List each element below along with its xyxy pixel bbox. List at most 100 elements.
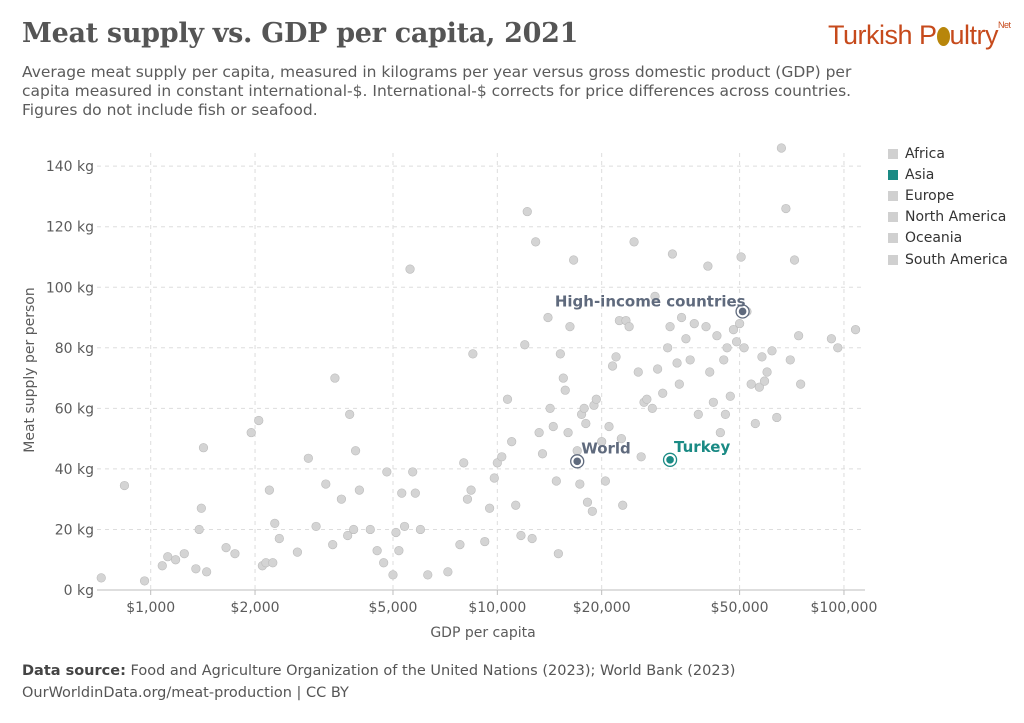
data-point[interactable] (558, 373, 568, 383)
data-point[interactable] (701, 322, 711, 332)
data-point[interactable] (572, 446, 582, 456)
data-point[interactable] (750, 418, 760, 429)
data-point[interactable] (459, 458, 469, 468)
data-point[interactable] (270, 518, 280, 528)
data-point[interactable] (618, 500, 628, 510)
data-point[interactable] (382, 467, 392, 477)
data-point[interactable] (462, 494, 473, 504)
data-point[interactable] (575, 479, 585, 489)
data-point[interactable] (720, 409, 731, 420)
data-point[interactable] (715, 427, 725, 438)
data-point[interactable] (527, 533, 537, 544)
data-point[interactable] (647, 403, 657, 413)
data-point[interactable] (772, 412, 782, 423)
data-point[interactable] (708, 397, 718, 407)
data-point[interactable] (443, 567, 453, 577)
data-point[interactable] (196, 503, 206, 513)
data-point[interactable] (96, 573, 106, 583)
data-point[interactable] (230, 549, 240, 559)
data-point[interactable] (653, 364, 663, 374)
data-point[interactable] (759, 376, 770, 386)
data-point[interactable] (705, 367, 715, 377)
data-point[interactable] (579, 403, 589, 413)
data-point[interactable] (264, 485, 274, 495)
data-point[interactable] (833, 343, 843, 353)
data-point[interactable] (350, 446, 361, 456)
data-point[interactable] (139, 576, 150, 586)
data-point[interactable] (703, 261, 713, 271)
data-point[interactable] (423, 570, 433, 580)
data-point[interactable] (826, 334, 837, 344)
data-point[interactable] (179, 549, 189, 559)
data-point[interactable] (600, 476, 610, 486)
data-point[interactable] (221, 543, 231, 553)
data-point[interactable] (397, 488, 407, 498)
data-point[interactable] (611, 352, 621, 362)
data-point[interactable] (545, 403, 555, 413)
data-point[interactable] (489, 473, 499, 483)
data-point[interactable] (311, 521, 321, 532)
data-point[interactable] (551, 476, 561, 486)
data-point[interactable] (408, 467, 418, 477)
data-point[interactable] (767, 346, 777, 356)
data-point[interactable] (636, 452, 646, 462)
data-point[interactable] (485, 503, 495, 513)
data-point[interactable] (604, 421, 614, 432)
data-point[interactable] (581, 418, 591, 429)
data-point[interactable] (365, 524, 375, 535)
data-point[interactable] (543, 312, 553, 323)
data-point[interactable] (642, 394, 652, 404)
data-point[interactable] (349, 524, 359, 535)
data-point[interactable] (292, 547, 303, 557)
data-point[interactable] (560, 385, 570, 395)
data-point[interactable] (555, 349, 565, 359)
legend-item[interactable]: Oceania (888, 228, 1008, 249)
data-point[interactable] (119, 480, 130, 491)
data-point[interactable] (728, 325, 739, 335)
data-point[interactable] (629, 237, 639, 247)
data-point[interactable] (663, 343, 673, 353)
data-point[interactable] (303, 453, 313, 463)
data-point[interactable] (754, 382, 764, 392)
data-point[interactable] (633, 367, 643, 377)
data-point[interactable] (497, 452, 507, 462)
data-point[interactable] (582, 497, 593, 507)
data-point[interactable] (565, 322, 575, 332)
legend-item[interactable]: South America (888, 249, 1008, 270)
data-point[interactable] (379, 558, 389, 568)
data-point[interactable] (198, 443, 209, 453)
data-point[interactable] (466, 485, 476, 495)
data-point[interactable] (735, 318, 745, 329)
data-point[interactable] (681, 334, 691, 344)
data-point[interactable] (537, 449, 548, 459)
legend-item[interactable]: North America (888, 207, 1008, 228)
data-point[interactable] (607, 361, 618, 371)
data-point[interactable] (194, 524, 204, 535)
data-point[interactable] (665, 322, 675, 332)
data-point[interactable] (534, 427, 544, 438)
data-point[interactable] (624, 322, 634, 332)
data-point[interactable] (587, 506, 597, 516)
data-point[interactable] (394, 546, 404, 556)
data-point[interactable] (712, 331, 722, 341)
data-point[interactable] (776, 143, 787, 153)
url-line[interactable]: OurWorldinData.org/meat-production | CC … (22, 685, 349, 701)
data-point[interactable] (591, 394, 601, 404)
data-point[interactable] (520, 340, 530, 350)
data-point[interactable] (553, 549, 563, 559)
data-point[interactable] (391, 527, 401, 538)
data-point[interactable] (672, 358, 682, 368)
legend-item[interactable]: Africa (888, 143, 1008, 164)
data-point[interactable] (569, 255, 579, 265)
data-point[interactable] (736, 252, 746, 262)
data-point[interactable] (674, 379, 684, 389)
data-point[interactable] (410, 488, 420, 498)
data-point[interactable] (785, 355, 795, 365)
data-point[interactable] (330, 373, 340, 383)
data-point[interactable] (268, 558, 278, 568)
data-point[interactable] (658, 388, 668, 398)
labeled-point[interactable] (666, 456, 674, 464)
data-point[interactable] (354, 485, 364, 495)
legend-item[interactable]: Europe (888, 185, 1008, 206)
